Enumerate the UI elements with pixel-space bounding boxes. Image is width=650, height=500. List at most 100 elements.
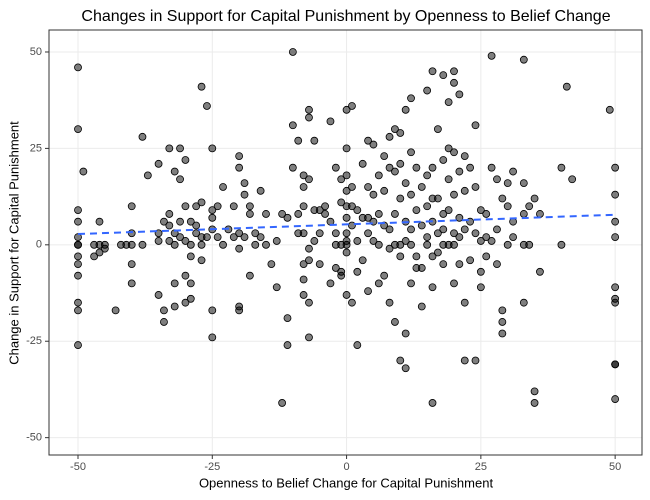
point xyxy=(439,260,448,268)
point xyxy=(380,186,389,195)
point xyxy=(288,121,297,130)
point xyxy=(337,198,346,207)
point xyxy=(605,105,614,114)
point xyxy=(299,183,308,191)
point xyxy=(181,298,190,307)
point xyxy=(439,225,448,234)
point xyxy=(208,144,217,153)
x-tick-label: -50 xyxy=(70,461,86,473)
point xyxy=(476,206,485,215)
point xyxy=(482,210,491,218)
x-tick-label: 50 xyxy=(609,461,621,473)
point xyxy=(208,213,217,222)
point xyxy=(557,163,566,172)
point xyxy=(326,117,335,126)
point xyxy=(305,244,313,253)
point xyxy=(288,163,297,172)
point xyxy=(326,279,335,288)
point xyxy=(342,171,351,180)
point xyxy=(272,237,281,245)
point xyxy=(321,210,329,218)
point xyxy=(181,237,190,245)
point xyxy=(170,279,179,288)
point xyxy=(278,210,287,218)
point xyxy=(348,202,356,211)
point xyxy=(245,210,254,218)
point xyxy=(154,291,163,299)
point xyxy=(530,194,539,203)
point xyxy=(455,90,464,99)
point xyxy=(348,183,356,191)
point xyxy=(315,260,324,268)
point xyxy=(74,217,82,226)
point xyxy=(509,167,517,176)
point xyxy=(154,159,163,168)
point xyxy=(391,167,399,176)
point xyxy=(391,318,399,326)
point xyxy=(536,210,544,218)
point xyxy=(251,229,260,238)
point xyxy=(455,213,464,222)
point xyxy=(219,183,227,191)
point xyxy=(176,233,184,242)
point xyxy=(433,248,442,257)
point xyxy=(256,233,265,242)
point xyxy=(374,210,383,218)
point xyxy=(315,206,324,215)
point xyxy=(170,167,179,176)
point xyxy=(428,283,437,292)
point xyxy=(374,240,383,249)
point xyxy=(364,136,372,145)
point xyxy=(127,229,136,238)
point xyxy=(331,264,340,272)
point xyxy=(331,163,340,172)
point xyxy=(348,298,356,307)
point xyxy=(471,121,480,130)
point xyxy=(240,190,249,199)
point xyxy=(331,229,340,238)
point xyxy=(358,256,367,265)
point xyxy=(74,206,82,215)
point xyxy=(417,221,426,230)
point xyxy=(353,341,362,349)
point xyxy=(245,202,254,211)
point xyxy=(342,213,351,222)
point xyxy=(417,264,426,272)
point xyxy=(170,302,179,311)
point xyxy=(197,82,206,91)
point xyxy=(272,283,281,292)
point xyxy=(197,240,206,249)
point xyxy=(154,237,163,245)
chart-title: Changes in Support for Capital Punishmen… xyxy=(81,8,610,25)
point xyxy=(358,159,367,168)
point xyxy=(203,102,211,110)
point xyxy=(407,225,415,234)
point xyxy=(611,233,620,242)
point xyxy=(305,113,313,122)
point xyxy=(423,171,432,180)
point xyxy=(450,240,458,249)
point xyxy=(95,217,104,226)
point xyxy=(74,252,82,261)
point xyxy=(342,229,351,238)
point xyxy=(267,260,276,268)
point xyxy=(364,183,372,191)
point xyxy=(611,298,620,307)
point xyxy=(181,271,190,280)
point xyxy=(444,98,453,107)
point xyxy=(160,318,168,326)
point xyxy=(353,267,362,276)
point xyxy=(460,186,469,195)
y-tick-label: 50 xyxy=(30,46,42,58)
point xyxy=(471,356,480,365)
point xyxy=(192,229,201,238)
point xyxy=(562,82,571,91)
point xyxy=(176,175,184,184)
point xyxy=(348,102,356,110)
point xyxy=(423,86,432,95)
point xyxy=(428,163,437,172)
y-axis-label: Change in Support for Capital Punishment xyxy=(6,121,21,365)
point xyxy=(417,302,426,311)
point xyxy=(611,190,620,199)
point xyxy=(176,144,184,153)
